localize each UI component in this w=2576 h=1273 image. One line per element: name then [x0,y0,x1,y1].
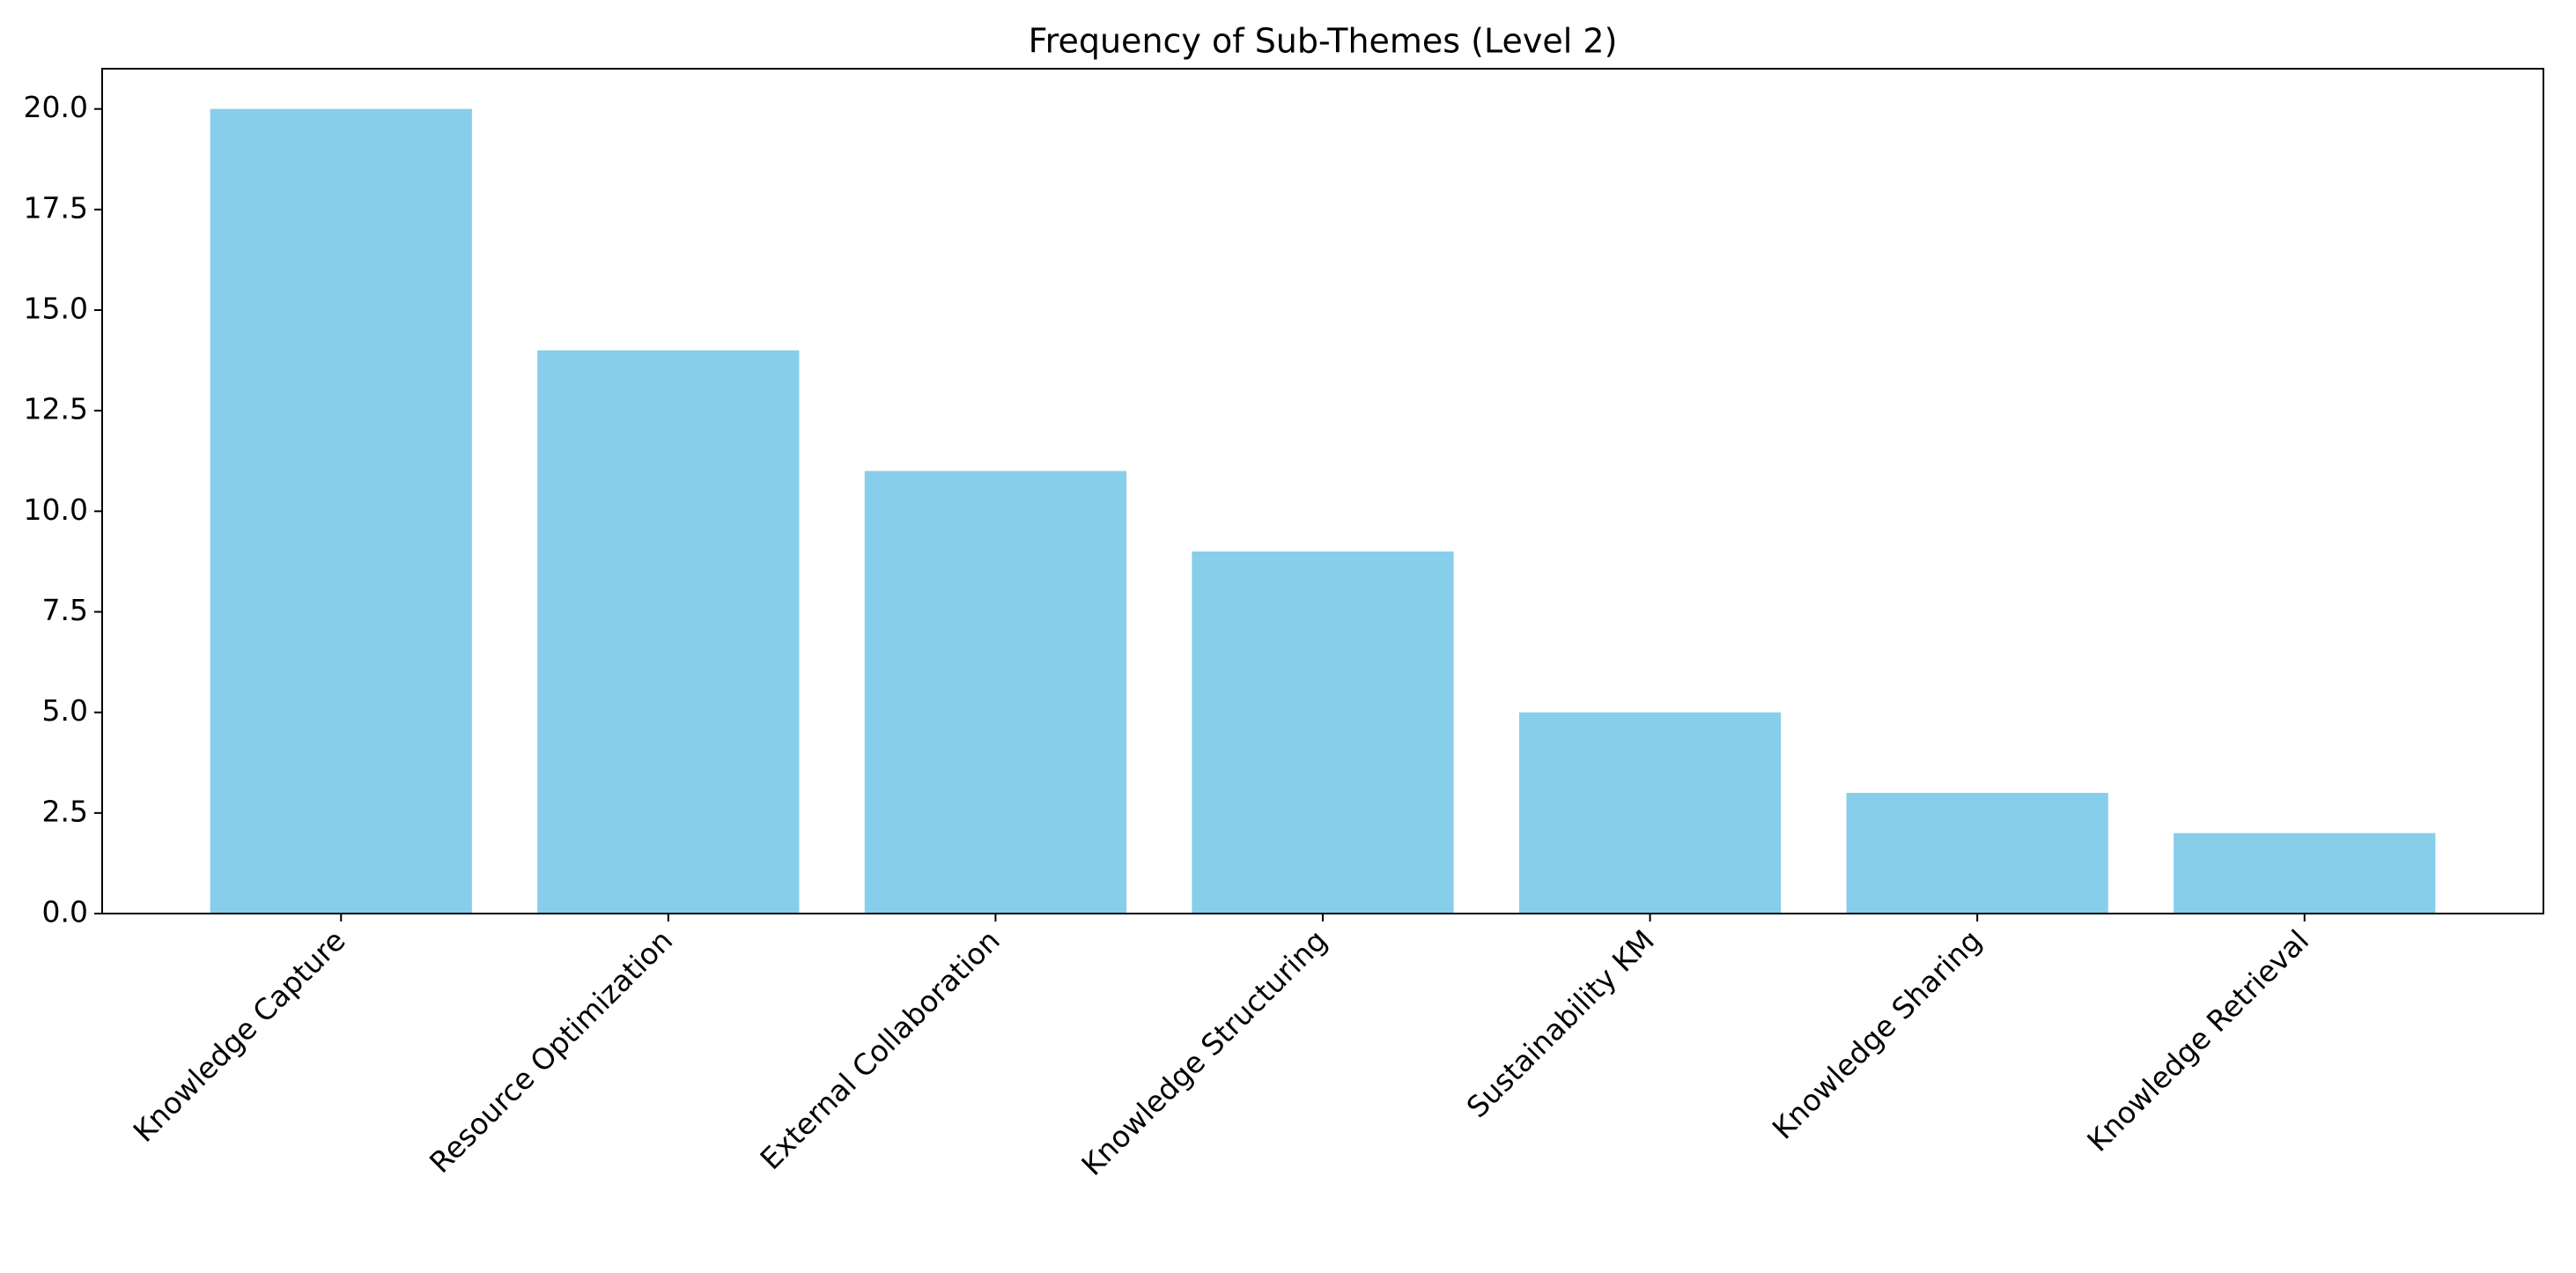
y-tick-label: 0.0 [42,895,88,929]
bar [1518,712,1782,914]
x-tick-label: Resource Optimization [423,923,679,1180]
y-tick-label: 12.5 [24,392,88,426]
y-tick-label: 20.0 [24,90,88,124]
x-tick-label: Knowledge Sharing [1766,923,1989,1146]
bar [2174,833,2436,914]
x-tick-label: External Collaboration [753,923,1006,1176]
y-tick-label: 7.5 [42,593,88,627]
y-tick-label: 15.0 [24,292,88,326]
x-tick-label: Sustainability KM [1460,923,1661,1124]
chart-title: Frequency of Sub-Themes (Level 2) [1029,22,1618,61]
bar [210,108,472,914]
x-tick-label: Knowledge Retrieval [2080,923,2315,1158]
plot-frame [101,68,2544,914]
y-tick-label: 2.5 [42,794,88,828]
x-tick-label: Knowledge Structuring [1074,923,1333,1182]
bar [1192,551,1454,914]
bar [864,470,1127,914]
x-tick-label: Knowledge Capture [127,923,352,1149]
bar [537,350,800,914]
y-tick-label: 10.0 [24,492,88,527]
y-tick-label: 5.0 [42,693,88,728]
bar [1846,793,2108,914]
y-tick-label: 17.5 [24,190,88,225]
